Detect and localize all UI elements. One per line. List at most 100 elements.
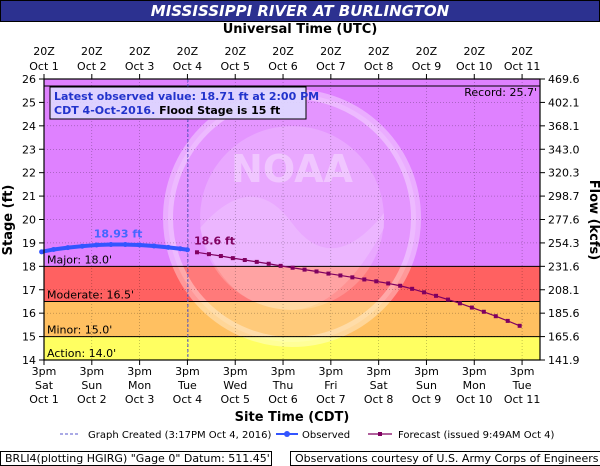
top-tick-label: 20Z (81, 45, 103, 58)
forecast-point (302, 267, 307, 272)
left-tick-label: 18 (22, 260, 36, 273)
legend-observed-label: Observed (302, 430, 350, 441)
forecast-point (457, 301, 462, 306)
top-tick-label: 20Z (224, 45, 246, 58)
chart-title-bar: MISSISSIPPI RIVER AT BURLINGTON (0, 0, 600, 22)
observed-point (165, 244, 171, 250)
forecast-point (350, 275, 355, 280)
flood-stage-text: CDT 4-Oct-2016. Flood Stage is 15 ft (54, 104, 280, 117)
top-tick-label: 20Z (416, 45, 438, 58)
stage-band-action (44, 336, 540, 360)
band-label-major: Major: 18.0' (47, 253, 112, 266)
left-tick-label: 16 (22, 307, 36, 320)
observed-point (79, 243, 85, 249)
noaa-watermark-logo-text: NOAA (231, 147, 353, 191)
bottom-tick-label: Mon (463, 379, 486, 392)
forecast-point (493, 314, 498, 319)
left-tick-label: 14 (22, 354, 36, 367)
bottom-tick-label: Oct 11 (504, 393, 541, 406)
observed-point (108, 242, 114, 248)
right-tick-label: 231.6 (548, 260, 580, 273)
left-tick-label: 22 (22, 167, 36, 180)
credit-text: Observations courtesy of U.S. Army Corps… (295, 452, 599, 465)
bottom-tick-label: Tue (177, 379, 197, 392)
band-label-action: Action: 14.0' (47, 347, 116, 360)
observed-point (122, 242, 128, 248)
top-axis-title: Universal Time (UTC) (223, 22, 378, 37)
forecast-point (386, 281, 391, 286)
left-tick-label: 24 (22, 120, 36, 133)
forecast-point (398, 283, 403, 288)
bottom-tick-label: Thu (272, 379, 294, 392)
bottom-tick-label: Oct 2 (77, 393, 107, 406)
top-tick-label: 20Z (177, 45, 199, 58)
top-tick-label: Oct 6 (268, 60, 298, 73)
gage-datum-footer: BRLI4(plotting HGIRG) "Gage 0" Datum: 51… (0, 451, 272, 466)
forecast-point (517, 323, 522, 328)
bottom-tick-label: Sat (370, 379, 389, 392)
latest-observed-box (49, 86, 307, 120)
bottom-tick-label: 3pm (462, 365, 487, 378)
top-tick-label: 20Z (511, 45, 533, 58)
left-tick-label: 15 (22, 331, 36, 344)
right-tick-label: 165.6 (548, 331, 580, 344)
observed-point (51, 246, 57, 252)
gage-datum-text: BRLI4(plotting HGIRG) "Gage 0" Datum: 51… (5, 452, 270, 465)
forecast-point (278, 263, 283, 268)
forecast-point (362, 277, 367, 282)
top-tick-label: 20Z (368, 45, 390, 58)
bottom-tick-label: Mon (128, 379, 151, 392)
band-label-moderate: Moderate: 16.5' (47, 288, 134, 301)
bottom-tick-label: 3pm (223, 365, 248, 378)
right-tick-label: 320.3 (548, 167, 580, 180)
forecast-point (422, 290, 427, 295)
date-text: CDT 4-Oct-2016. (54, 104, 155, 117)
forecast-point (410, 286, 415, 291)
right-tick-label: 277.6 (548, 214, 580, 227)
left-tick-label: 19 (22, 237, 36, 250)
top-tick-label: 20Z (33, 45, 55, 58)
forecast-point (338, 273, 343, 278)
forecast-point (326, 271, 331, 276)
bottom-tick-label: Oct 8 (364, 393, 394, 406)
forecast-point (434, 293, 439, 298)
forecast-point (445, 297, 450, 302)
top-tick-label: Oct 2 (77, 60, 107, 73)
bottom-tick-label: Tue (512, 379, 532, 392)
bottom-tick-label: Oct 10 (456, 393, 493, 406)
observed-point (184, 247, 190, 253)
bottom-tick-label: Oct 3 (125, 393, 155, 406)
bottom-tick-label: 3pm (175, 365, 200, 378)
forecast-point (505, 318, 510, 323)
bottom-tick-label: 3pm (414, 365, 439, 378)
right-tick-label: 343.0 (548, 143, 580, 156)
right-tick-label: 254.3 (548, 237, 580, 250)
credit-footer: Observations courtesy of U.S. Army Corps… (290, 451, 600, 466)
left-tick-label: 17 (22, 284, 36, 297)
forecast-point (254, 259, 259, 264)
top-tick-label: 20Z (463, 45, 485, 58)
legend-forecast-label: Forecast (issued 9:49AM Oct 4) (398, 430, 555, 441)
forecast-point (290, 265, 295, 270)
top-tick-label: Oct 11 (504, 60, 541, 73)
top-tick-label: Oct 7 (316, 60, 346, 73)
bottom-tick-label: 3pm (366, 365, 391, 378)
observed-point (65, 245, 71, 251)
bottom-tick-label: Oct 9 (412, 393, 442, 406)
flood-stage-value: Flood Stage is 15 ft (155, 104, 280, 117)
forecast-point (314, 269, 319, 274)
bottom-tick-label: 3pm (127, 365, 152, 378)
left-tick-label: 25 (22, 96, 36, 109)
top-tick-label: Oct 3 (125, 60, 155, 73)
forecast-point (266, 261, 271, 266)
forecast-first-label: 18.6 ft (194, 234, 235, 247)
bottom-tick-label: Oct 6 (268, 393, 298, 406)
bottom-tick-label: 3pm (271, 365, 296, 378)
right-tick-label: 208.1 (548, 284, 580, 297)
observed-point (94, 242, 100, 248)
left-axis-title: Stage (ft) (1, 185, 16, 256)
legend-forecast-marker (378, 432, 382, 436)
bottom-tick-label: Fri (324, 379, 337, 392)
bottom-tick-label: Oct 4 (173, 393, 203, 406)
top-tick-label: Oct 9 (412, 60, 442, 73)
